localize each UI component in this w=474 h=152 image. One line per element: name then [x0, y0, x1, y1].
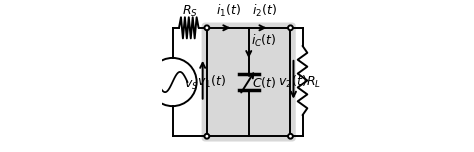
Text: $i_2(t)$: $i_2(t)$ [252, 3, 277, 19]
Text: $R_L$: $R_L$ [306, 74, 320, 90]
Circle shape [288, 134, 293, 139]
Circle shape [204, 134, 210, 139]
Circle shape [204, 25, 210, 30]
FancyBboxPatch shape [201, 22, 296, 142]
Text: $C(t)$: $C(t)$ [252, 74, 276, 90]
Text: $i_1(t)$: $i_1(t)$ [216, 3, 241, 19]
Circle shape [288, 25, 293, 30]
Text: $v_2(t)$: $v_2(t)$ [278, 74, 307, 90]
Text: $R_S$: $R_S$ [182, 4, 198, 19]
Text: $v_1(t)$: $v_1(t)$ [197, 74, 226, 90]
Text: $i_C(t)$: $i_C(t)$ [251, 33, 277, 49]
Text: $v_S$: $v_S$ [183, 78, 198, 92]
